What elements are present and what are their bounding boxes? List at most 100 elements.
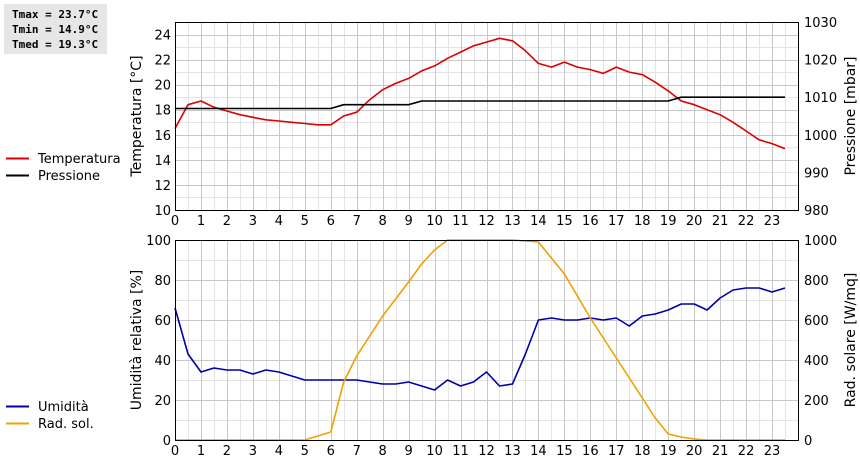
left-axis-title: Temperatura [°C]	[129, 55, 145, 177]
right-tick-label: 1010	[804, 91, 837, 106]
x-tick-label: 1	[197, 214, 205, 229]
legend-entry: Umidità	[6, 400, 89, 415]
left-tick-label: 16	[154, 129, 171, 144]
chart-panel-2: 0 1 2 3 4 5 6 7 8 9 10 11 12 13 14 15 16 17 18 19 20 21 22 2302…	[129, 234, 859, 459]
x-tick-label: 23	[764, 214, 781, 229]
x-tick-label: 6	[327, 444, 335, 459]
right-tick-label: 200	[804, 394, 829, 409]
left-tick-label: 24	[154, 29, 171, 44]
legend-label: Temperatura	[37, 152, 121, 167]
left-tick-label: 100	[146, 234, 171, 249]
legend-entry: Pressione	[6, 169, 100, 184]
major-grid	[175, 22, 798, 211]
left-tick-label: 18	[154, 104, 171, 119]
series-line-temperatura	[174, 37, 786, 150]
legend: Temperatura Pressione Umidità Rad. sol.	[6, 152, 121, 432]
x-tick-label: 21	[712, 444, 729, 459]
x-tick-label: 4	[275, 214, 283, 229]
plot-frame	[175, 22, 799, 211]
x-tick-label: 12	[478, 444, 495, 459]
x-tick-label: 18	[634, 444, 651, 459]
legend-label: Rad. sol.	[38, 417, 94, 432]
right-tick-label: 1000	[804, 234, 837, 249]
chart-panel-1: 0 1 2 3 4 5 6 7 8 9 10 11 12 13 14 15 16 17 18 19 20 21 22 2310…	[129, 16, 859, 229]
x-tick-label: 2	[223, 214, 231, 229]
left-tick-label: 22	[154, 54, 171, 69]
right-tick-label: 1020	[804, 54, 837, 69]
right-axis-title: Pressione [mbar]	[843, 56, 859, 175]
x-tick-label: 21	[712, 214, 729, 229]
x-tick-label: 0	[171, 444, 179, 459]
x-tick-label: 17	[608, 214, 625, 229]
x-tick-label: 22	[738, 444, 755, 459]
minor-grid	[175, 22, 799, 211]
right-tick-label: 800	[804, 274, 829, 289]
x-tick-label: 9	[404, 214, 412, 229]
x-tick-label: 11	[452, 214, 469, 229]
x-tick-label: 16	[582, 214, 599, 229]
left-tick-label: 60	[154, 314, 171, 329]
x-tick-label: 16	[582, 444, 599, 459]
x-tick-label: 5	[301, 444, 309, 459]
x-tick-label: 19	[660, 444, 677, 459]
legend-entry: Rad. sol.	[6, 417, 94, 432]
right-tick-label: 1030	[804, 16, 837, 31]
left-tick-label: 40	[154, 354, 171, 369]
tmin-stat: Tmin = 14.9°C	[12, 23, 99, 36]
x-tick-label: 8	[379, 214, 387, 229]
legend-label: Pressione	[38, 169, 100, 184]
left-axis-title: Umidità relativa [%]	[129, 270, 145, 411]
x-tick-label: 15	[556, 214, 573, 229]
x-tick-label: 18	[634, 214, 651, 229]
right-tick-label: 400	[804, 354, 829, 369]
x-tick-label: 20	[686, 214, 703, 229]
right-tick-label: 1000	[804, 129, 837, 144]
x-tick-label: 1	[197, 444, 205, 459]
x-tick-label: 2	[223, 444, 231, 459]
right-axis-title: Rad. solare [W/mq]	[843, 273, 859, 408]
x-tick-label: 17	[608, 444, 625, 459]
left-tick-label: 12	[154, 179, 171, 194]
x-tick-label: 3	[249, 444, 257, 459]
x-tick-label: 4	[275, 444, 283, 459]
x-tick-label: 10	[426, 444, 443, 459]
right-tick-label: 990	[804, 166, 829, 181]
right-tick-label: 980	[804, 204, 829, 219]
legend-label: Umidità	[38, 400, 89, 415]
right-tick-label: 0	[804, 434, 812, 449]
tmax-stat: Tmax = 23.7°C	[12, 8, 99, 21]
x-tick-label: 15	[556, 444, 573, 459]
minor-grid	[175, 240, 799, 441]
x-tick-label: 13	[504, 444, 521, 459]
series-line-umidit	[174, 287, 786, 391]
tmed-stat: Tmed = 19.3°C	[12, 38, 99, 51]
plot-frame	[175, 240, 799, 441]
x-tick-label: 6	[327, 214, 335, 229]
left-tick-label: 20	[154, 394, 171, 409]
stats-box: Tmax = 23.7°C Tmin = 14.9°C Tmed = 19.3°…	[4, 4, 107, 54]
x-tick-label: 0	[171, 214, 179, 229]
x-tick-label: 22	[738, 214, 755, 229]
x-tick-label: 3	[249, 214, 257, 229]
x-tick-label: 12	[478, 214, 495, 229]
x-tick-label: 5	[301, 214, 309, 229]
x-tick-label: 14	[530, 444, 547, 459]
x-tick-label: 9	[404, 444, 412, 459]
x-tick-label: 13	[504, 214, 521, 229]
x-tick-label: 14	[530, 214, 547, 229]
x-tick-label: 11	[452, 444, 469, 459]
left-tick-label: 0	[163, 434, 171, 449]
x-tick-label: 23	[764, 444, 781, 459]
x-tick-label: 19	[660, 214, 677, 229]
x-tick-label: 7	[353, 444, 361, 459]
x-tick-label: 20	[686, 444, 703, 459]
left-tick-label: 10	[154, 204, 171, 219]
x-tick-label: 7	[353, 214, 361, 229]
left-tick-label: 14	[154, 154, 171, 169]
x-tick-label: 10	[426, 214, 443, 229]
right-tick-label: 600	[804, 314, 829, 329]
left-tick-label: 20	[154, 79, 171, 94]
series-line-pressione	[175, 96, 785, 110]
x-tick-label: 8	[379, 444, 387, 459]
